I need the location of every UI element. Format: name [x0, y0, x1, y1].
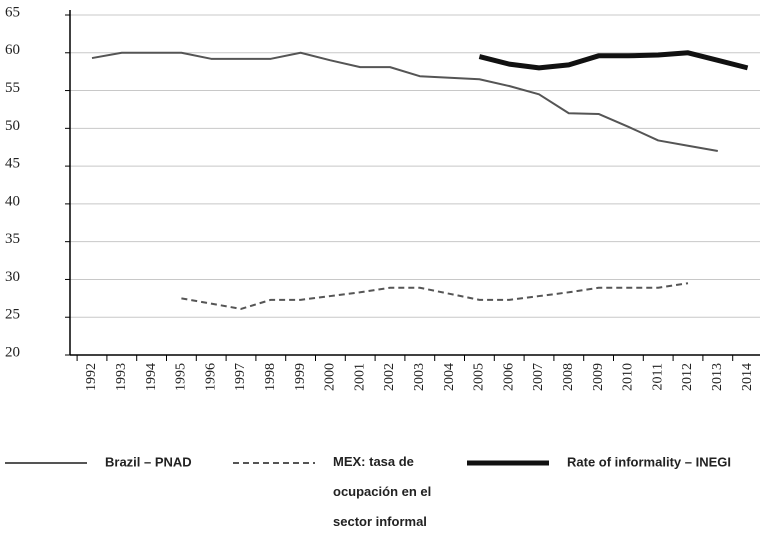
- x-tick-label: 2013: [710, 363, 725, 391]
- x-tick-label: 2014: [740, 363, 755, 391]
- y-tick-label: 50: [5, 118, 20, 134]
- x-tick-label: 2006: [501, 363, 516, 391]
- x-tick-label: 2003: [412, 363, 427, 391]
- legend-label: Rate of informality – INEGI: [567, 454, 731, 469]
- y-tick-label: 30: [5, 269, 20, 285]
- series-line: [478, 50, 749, 71]
- x-tick-label: 2012: [680, 363, 695, 391]
- legend-label: MEX: tasa de ocupación en el sector inform…: [333, 454, 431, 529]
- series-line: [91, 51, 718, 152]
- x-tick-label: 2004: [442, 363, 457, 391]
- x-tick-label: 1995: [174, 363, 189, 391]
- x-tick-label: 1996: [203, 363, 218, 391]
- legend-label: Brazil – PNAD: [105, 454, 192, 469]
- x-tick-label: 2001: [352, 363, 367, 391]
- y-tick-label: 25: [5, 307, 20, 323]
- y-tick-label: 20: [5, 344, 20, 360]
- y-tick-label: 45: [5, 156, 20, 172]
- x-tick-label: 2009: [591, 363, 606, 391]
- x-tick-label: 2000: [323, 363, 338, 391]
- x-tick-label: 2002: [382, 363, 397, 391]
- y-tick-label: 35: [5, 231, 20, 247]
- y-tick-label: 40: [5, 193, 20, 209]
- x-tick-label: 1994: [144, 363, 159, 391]
- x-tick-label: 2011: [650, 363, 665, 390]
- x-tick-label: 1999: [293, 363, 308, 391]
- x-tick-label: 2008: [561, 363, 576, 391]
- y-tick-label: 65: [5, 4, 20, 20]
- x-tick-label: 2010: [621, 363, 636, 391]
- x-tick-label: 1992: [84, 363, 99, 391]
- series-line: [181, 282, 689, 310]
- y-tick-label: 60: [5, 42, 20, 58]
- y-tick-label: 55: [5, 80, 20, 96]
- x-tick-label: 2005: [472, 363, 487, 391]
- x-tick-label: 1993: [114, 363, 129, 391]
- x-tick-label: 2007: [531, 363, 546, 391]
- x-tick-label: 1998: [263, 363, 278, 391]
- x-tick-label: 1997: [233, 363, 248, 391]
